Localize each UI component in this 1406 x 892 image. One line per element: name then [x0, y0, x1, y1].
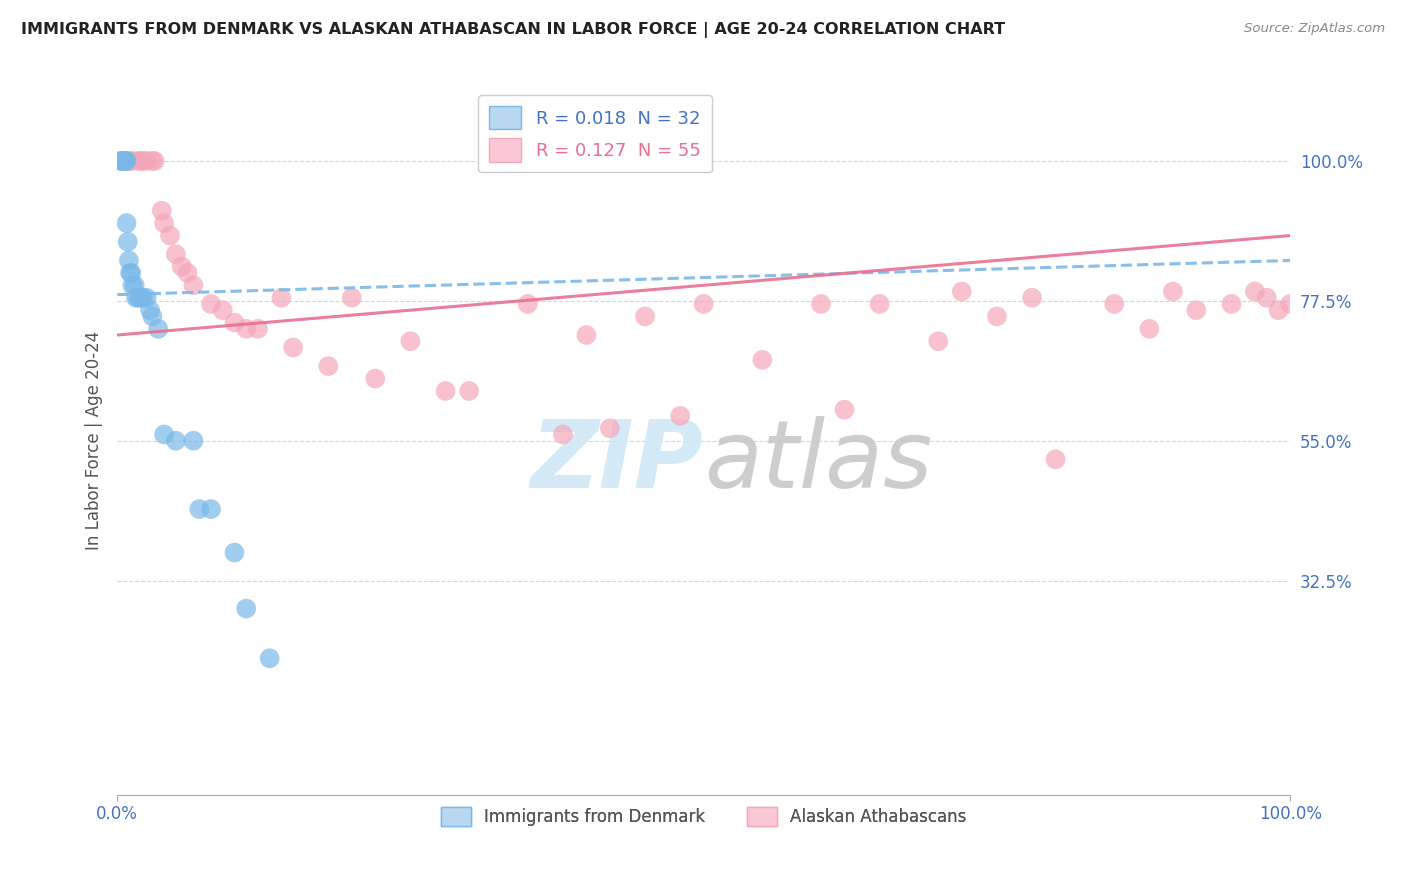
Point — [112, 153, 135, 168]
Point — [200, 297, 222, 311]
Point — [129, 291, 152, 305]
Point — [165, 247, 187, 261]
Point — [114, 153, 136, 168]
Point — [458, 384, 481, 398]
Point — [139, 303, 162, 318]
Point — [399, 334, 422, 349]
Point — [118, 153, 141, 168]
Point — [115, 153, 138, 168]
Point — [124, 278, 146, 293]
Point — [129, 153, 152, 168]
Point — [692, 297, 714, 311]
Point — [141, 310, 163, 324]
Point — [927, 334, 949, 349]
Point — [153, 216, 176, 230]
Point — [1256, 291, 1278, 305]
Text: atlas: atlas — [703, 417, 932, 508]
Point — [434, 384, 457, 398]
Point — [669, 409, 692, 423]
Point — [183, 278, 205, 293]
Point — [170, 260, 193, 274]
Point — [120, 266, 142, 280]
Point — [224, 316, 246, 330]
Point — [1244, 285, 1267, 299]
Point — [211, 303, 233, 318]
Point — [120, 266, 142, 280]
Text: Source: ZipAtlas.com: Source: ZipAtlas.com — [1244, 22, 1385, 36]
Point — [986, 310, 1008, 324]
Point — [551, 427, 574, 442]
Point — [1102, 297, 1125, 311]
Point — [1279, 297, 1302, 311]
Point — [117, 235, 139, 249]
Point — [159, 228, 181, 243]
Point — [834, 402, 856, 417]
Point — [125, 291, 148, 305]
Point — [235, 322, 257, 336]
Point — [259, 651, 281, 665]
Y-axis label: In Labor Force | Age 20-24: In Labor Force | Age 20-24 — [86, 331, 103, 550]
Point — [141, 153, 163, 168]
Point — [200, 502, 222, 516]
Point — [318, 359, 340, 373]
Point — [751, 352, 773, 367]
Point — [281, 341, 304, 355]
Point — [224, 546, 246, 560]
Point — [111, 153, 134, 168]
Point — [270, 291, 292, 305]
Point — [1161, 285, 1184, 299]
Text: IMMIGRANTS FROM DENMARK VS ALASKAN ATHABASCAN IN LABOR FORCE | AGE 20-24 CORRELA: IMMIGRANTS FROM DENMARK VS ALASKAN ATHAB… — [21, 22, 1005, 38]
Point — [340, 291, 363, 305]
Point — [121, 153, 143, 168]
Point — [121, 278, 143, 293]
Point — [1045, 452, 1067, 467]
Point — [118, 253, 141, 268]
Point — [112, 153, 135, 168]
Point — [112, 153, 135, 168]
Point — [115, 216, 138, 230]
Point — [869, 297, 891, 311]
Point — [115, 153, 138, 168]
Point — [246, 322, 269, 336]
Point — [1021, 291, 1043, 305]
Point — [127, 153, 149, 168]
Point — [153, 427, 176, 442]
Point — [188, 502, 211, 516]
Point — [1137, 322, 1160, 336]
Point — [127, 291, 149, 305]
Point — [135, 291, 157, 305]
Point — [148, 322, 170, 336]
Point — [1267, 303, 1289, 318]
Point — [112, 153, 135, 168]
Point — [810, 297, 832, 311]
Point — [150, 203, 173, 218]
Point — [634, 310, 657, 324]
Point — [176, 266, 198, 280]
Point — [516, 297, 538, 311]
Point — [114, 153, 136, 168]
Point — [143, 153, 166, 168]
Point — [575, 328, 598, 343]
Point — [135, 153, 157, 168]
Point — [165, 434, 187, 448]
Point — [950, 285, 973, 299]
Point — [112, 153, 135, 168]
Point — [1185, 303, 1208, 318]
Point — [364, 371, 387, 385]
Point — [132, 153, 155, 168]
Point — [235, 601, 257, 615]
Point — [183, 434, 205, 448]
Point — [599, 421, 621, 435]
Point — [110, 153, 132, 168]
Point — [1220, 297, 1243, 311]
Text: ZIP: ZIP — [531, 416, 703, 508]
Legend: Immigrants from Denmark, Alaskan Athabascans: Immigrants from Denmark, Alaskan Athabas… — [434, 800, 973, 833]
Point — [132, 291, 155, 305]
